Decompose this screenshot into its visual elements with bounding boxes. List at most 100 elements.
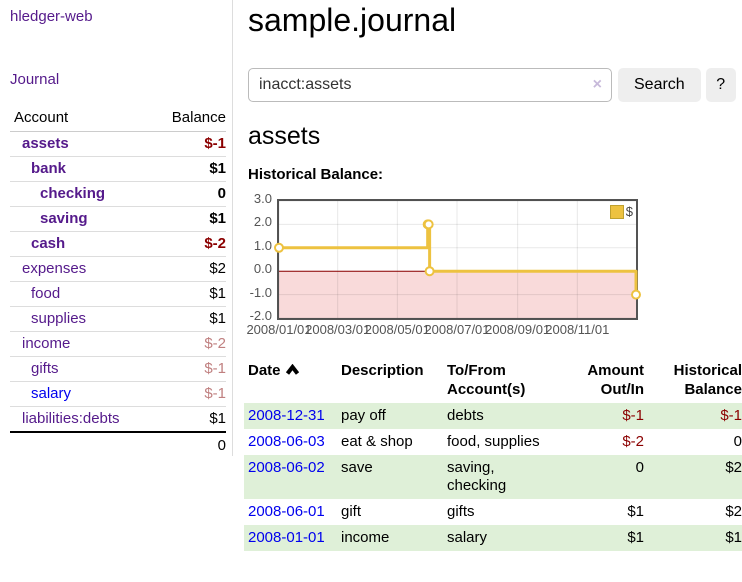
sidebar-item-journal[interactable]: Journal <box>10 71 60 88</box>
page-title: sample.journal <box>248 2 457 38</box>
account-row-checking: checking 0 <box>10 181 226 207</box>
account-link[interactable]: checking <box>40 185 106 202</box>
transaction-date-link[interactable]: 2008-06-03 <box>248 433 325 450</box>
balance-chart-plot: $ <box>274 199 641 320</box>
register-row: 2008-06-03 eat & shop food, supplies $-2… <box>244 429 742 455</box>
accounts-table: Account Balance assets $-1 bank $1 check… <box>10 106 226 458</box>
amount-column-header: Amount Out/In <box>587 362 644 398</box>
transaction-accounts: gifts <box>447 503 475 520</box>
account-row-liabilities-debts: liabilities:debts $1 <box>10 406 226 433</box>
account-link[interactable]: bank <box>31 160 67 177</box>
chart-canvas <box>274 200 641 319</box>
balance-column-header: Balance <box>151 106 226 132</box>
register-row: 2008-06-01 gift gifts $1 $2 <box>244 499 742 525</box>
account-link[interactable]: salary <box>31 385 72 402</box>
x-axis-tick-label: 2008/11/01 <box>545 322 610 337</box>
account-link[interactable]: supplies <box>31 310 87 327</box>
transaction-amount: $-2 <box>622 433 644 450</box>
transaction-balance: $2 <box>725 503 742 520</box>
account-balance: $-1 <box>151 356 226 382</box>
sidebar: hledger-web Journal Account Balance asse… <box>0 0 233 458</box>
search-input[interactable] <box>248 68 612 102</box>
legend-swatch-icon <box>609 204 624 219</box>
chart-title: Historical Balance: <box>248 166 384 183</box>
search-form: × Search ? <box>248 68 742 102</box>
accounts-total-value: 0 <box>151 431 226 458</box>
accounts-total-row: 0 <box>10 431 226 458</box>
register-table: Date Description To/From Account(s) Amou… <box>244 359 742 551</box>
transaction-balance: $-1 <box>644 403 742 429</box>
x-axis-tick-label: 2008/03/01 <box>305 322 371 337</box>
transaction-amount: 0 <box>557 455 644 499</box>
account-balance: $-1 <box>151 381 226 407</box>
transaction-amount: $1 <box>627 503 644 520</box>
x-axis-tick-label: 2008/07/01 <box>424 322 490 337</box>
main-content: sample.journal × Search ? assets Histori… <box>244 0 742 551</box>
chart-legend: $ <box>609 204 633 219</box>
transaction-amount: $1 <box>557 525 644 551</box>
transaction-date-link[interactable]: 2008-06-02 <box>248 459 325 476</box>
register-row: 2008-01-01 income salary $1 $1 <box>244 525 742 551</box>
transaction-description: eat & shop <box>341 433 413 450</box>
sort-ascending-icon <box>285 363 299 375</box>
transaction-balance: $1 <box>644 525 742 551</box>
transaction-description: gift <box>341 503 362 520</box>
balance-chart: $ 3.0 2.0 1.0 0.0 -1.0 -2.0 2008/01/01 2008/03/… <box>246 191 742 339</box>
accounts-column-header: To/From Account(s) <box>447 362 526 398</box>
account-link[interactable]: income <box>22 335 71 352</box>
transaction-accounts: food, supplies <box>447 433 540 450</box>
transaction-accounts: salary <box>447 525 557 551</box>
transaction-balance: $2 <box>644 455 742 499</box>
account-balance: $-2 <box>151 231 226 257</box>
app-title-link[interactable]: hledger-web <box>10 8 93 25</box>
register-header-row: Date Description To/From Account(s) Amou… <box>244 359 742 403</box>
y-axis-tick-label: -1.0 <box>249 284 272 300</box>
account-row-gifts: gifts $-1 <box>10 356 226 382</box>
account-link[interactable]: saving <box>40 210 88 227</box>
help-button[interactable]: ? <box>705 68 736 102</box>
account-row-expenses: expenses $2 <box>10 256 226 282</box>
x-axis-tick-label: 2008/05/01 <box>364 322 430 337</box>
account-row-saving: saving $1 <box>10 206 226 232</box>
clear-search-icon[interactable]: × <box>592 76 602 93</box>
account-link[interactable]: expenses <box>22 260 87 277</box>
date-column-header[interactable]: Date <box>244 359 341 403</box>
account-heading: assets <box>248 122 321 150</box>
account-balance: $1 <box>151 306 226 332</box>
account-link[interactable]: cash <box>31 235 66 252</box>
account-row-salary: salary $-1 <box>10 381 226 407</box>
y-axis-tick-label: 1.0 <box>253 237 272 253</box>
account-balance: $2 <box>151 256 226 282</box>
account-link[interactable]: gifts <box>31 360 59 377</box>
account-link[interactable]: assets <box>22 135 69 152</box>
account-link[interactable]: food <box>31 285 61 302</box>
transaction-date-link[interactable]: 2008-06-01 <box>248 503 325 520</box>
y-axis-tick-label: 3.0 <box>253 191 272 206</box>
transaction-date-link[interactable]: 2008-12-31 <box>248 407 325 424</box>
account-row-supplies: supplies $1 <box>10 306 226 332</box>
register-row: 2008-06-02 save saving, checking 0 $2 <box>244 455 742 499</box>
register-row: 2008-12-31 pay off debts $-1 $-1 <box>244 403 742 429</box>
description-column-header: Description <box>341 362 424 379</box>
y-axis-tick-label: 0.0 <box>253 261 272 277</box>
legend-label: $ <box>625 204 633 219</box>
account-balance: 0 <box>151 181 226 207</box>
x-axis-tick-label: 2008/01/01 <box>246 322 312 337</box>
account-balance: $1 <box>151 406 226 433</box>
account-balance: $1 <box>151 206 226 232</box>
account-balance: $1 <box>151 156 226 182</box>
search-button[interactable]: Search <box>618 68 701 102</box>
transaction-description: pay off <box>341 403 447 429</box>
transaction-amount: $-1 <box>557 403 644 429</box>
transaction-date-link[interactable]: 2008-01-01 <box>248 529 325 546</box>
account-row-income: income $-2 <box>10 331 226 357</box>
transaction-accounts: saving, checking <box>447 455 557 499</box>
y-axis-tick-label: -2.0 <box>249 308 272 323</box>
account-row-food: food $1 <box>10 281 226 307</box>
account-row-assets: assets $-1 <box>10 131 226 157</box>
transaction-description: income <box>341 525 447 551</box>
y-axis-tick-label: 2.0 <box>253 214 272 230</box>
account-link[interactable]: liabilities:debts <box>22 410 120 427</box>
transaction-description: save <box>341 455 447 499</box>
accounts-header-row: Account Balance <box>10 106 226 132</box>
